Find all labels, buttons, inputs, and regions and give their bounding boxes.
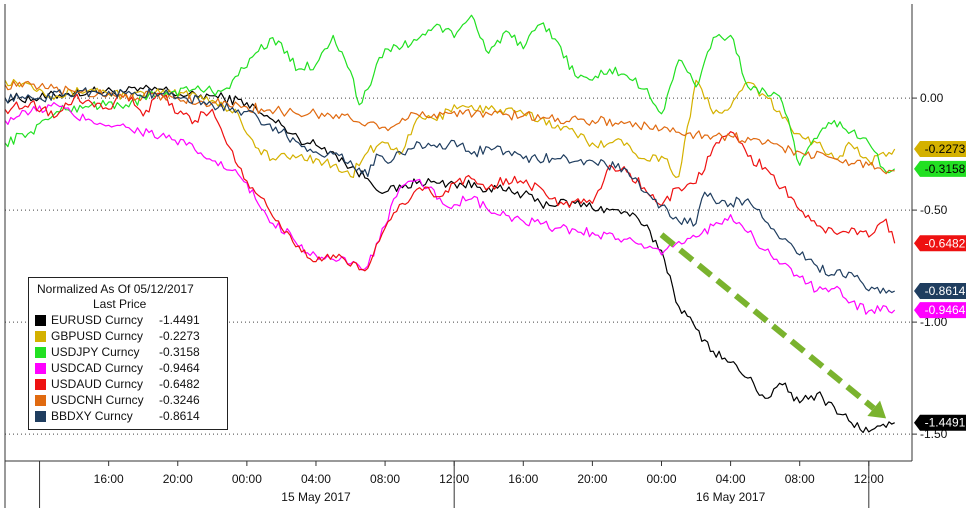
x-tick-label: 20:00	[577, 472, 607, 486]
last-value-tags: -0.2273 -0.3158 -0.6482 -0.8614 -0.9464 -1.44…	[914, 141, 966, 431]
legend-swatch	[35, 314, 46, 326]
legend-swatch	[35, 330, 46, 342]
series-line-usdcad	[4, 102, 896, 315]
x-tick-label: 08:00	[785, 472, 815, 486]
x-tick-label: 04:00	[716, 472, 746, 486]
y-axis: 0.00-0.50-1.00-1.50	[911, 4, 948, 461]
last-value-tag-bg	[914, 414, 966, 431]
legend-swatch	[35, 394, 46, 406]
trend-arrow	[659, 232, 887, 419]
legend-item: USDJPY Curncy -0.3158	[29, 344, 227, 360]
y-tick-label: -1.00	[920, 315, 948, 329]
x-tick-label: 00:00	[646, 472, 676, 486]
legend-series-value: -1.4491	[159, 313, 200, 327]
legend: Normalized As Of 05/12/2017 Last Price E…	[28, 277, 228, 430]
series-line-eurusd	[4, 84, 895, 434]
trend-arrow-head	[867, 400, 887, 419]
legend-series-name: BBDXY Curncy	[51, 409, 133, 423]
x-axis: 16:00 20:00 00:00 04:00 08:00 12:00 16:00 20:00…	[4, 4, 912, 508]
legend-series-name: GBPUSD Curncy	[51, 329, 144, 343]
series-line-usdcnh	[4, 80, 895, 175]
legend-swatch	[35, 410, 46, 422]
legend-item: USDAUD Curncy -0.6482	[29, 376, 227, 392]
last-value-tag: -0.6482	[914, 235, 966, 252]
last-value-tag-text: -0.6482	[925, 236, 966, 250]
last-value-tag-text: -0.3158	[925, 162, 966, 176]
legend-swatch	[35, 346, 46, 358]
date-label: 15 May 2017	[281, 490, 351, 504]
y-tick-label: -0.50	[920, 203, 948, 217]
legend-title: Normalized As Of 05/12/2017	[37, 282, 194, 296]
last-value-tag: -1.4491	[914, 414, 966, 431]
legend-series-value: -0.6482	[159, 377, 200, 391]
legend-series-name: USDAUD Curncy	[51, 377, 144, 391]
legend-subtitle: Last Price	[93, 297, 147, 311]
last-value-tag-text: -1.4491	[925, 416, 966, 430]
legend-series-name: USDCNH Curncy	[51, 393, 144, 407]
series-line-bbdxy	[4, 87, 895, 294]
last-value-tag-text: -0.2273	[925, 142, 966, 156]
series-lines	[4, 14, 896, 434]
last-value-tag-bg	[914, 160, 966, 177]
legend-item: USDCAD Curncy -0.9464	[29, 360, 227, 376]
legend-swatch	[35, 378, 46, 390]
legend-series-value: -0.8614	[159, 409, 200, 423]
legend-item: USDCNH Curncy -0.3246	[29, 392, 227, 408]
legend-series-value: -0.3158	[159, 345, 200, 359]
date-label: 16 May 2017	[696, 490, 766, 504]
last-value-tag: -0.3158	[914, 160, 966, 177]
legend-series-value: -0.2273	[159, 329, 200, 343]
series-line-usdaud	[4, 92, 896, 272]
x-tick-label: 16:00	[94, 472, 124, 486]
last-value-tag-bg	[914, 302, 966, 319]
x-tick-label: 00:00	[232, 472, 262, 486]
last-value-tag-bg	[914, 283, 966, 300]
x-tick-label: 12:00	[439, 472, 469, 486]
x-tick-label: 16:00	[508, 472, 538, 486]
legend-series-value: -0.3246	[159, 393, 200, 407]
last-value-tag-text: -0.9464	[925, 303, 966, 317]
last-value-tag: -0.9464	[914, 302, 966, 319]
legend-item: EURUSD Curncy -1.4491	[29, 312, 227, 328]
x-tick-label: 20:00	[163, 472, 193, 486]
legend-swatch	[35, 362, 46, 374]
x-tick-label: 04:00	[301, 472, 331, 486]
last-value-tag-bg	[914, 141, 966, 158]
trend-arrow-shaft	[659, 232, 876, 411]
day-separators	[39, 461, 870, 508]
legend-series-name: EURUSD Curncy	[51, 313, 144, 327]
legend-series-value: -0.9464	[159, 361, 200, 375]
legend-item: BBDXY Curncy -0.8614	[29, 408, 227, 424]
legend-series-name: USDCAD Curncy	[51, 361, 144, 375]
last-value-tag: -0.8614	[914, 283, 966, 300]
x-tick-label: 08:00	[370, 472, 400, 486]
last-value-tag: -0.2273	[914, 141, 966, 158]
y-tick-label: 0.00	[920, 91, 944, 105]
legend-series-name: USDJPY Curncy	[51, 345, 140, 359]
last-value-tag-bg	[914, 235, 966, 252]
last-value-tag-text: -0.8614	[925, 284, 966, 298]
legend-item: GBPUSD Curncy -0.2273	[29, 328, 227, 344]
legend-rows: EURUSD Curncy -1.4491 GBPUSD Curncy -0.2273…	[29, 312, 227, 424]
x-tick-label: 12:00	[854, 472, 884, 486]
